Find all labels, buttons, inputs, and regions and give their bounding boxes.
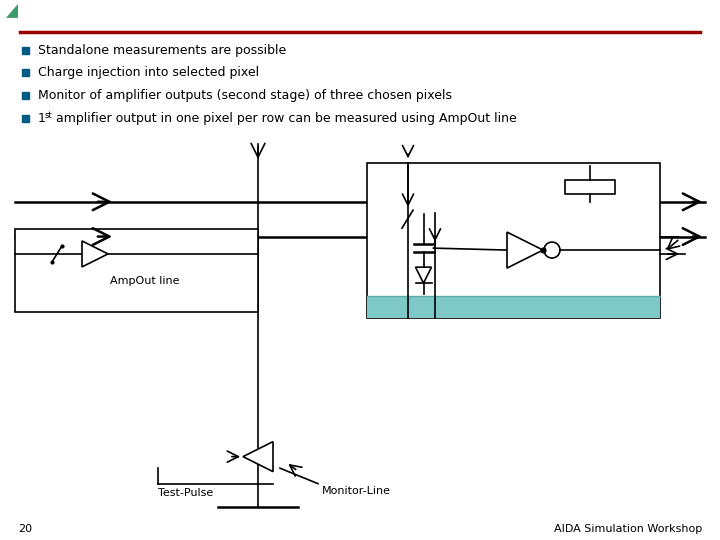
Text: ADL: ADL	[669, 4, 700, 18]
Circle shape	[544, 242, 560, 258]
Text: st: st	[45, 111, 52, 120]
Bar	[367, 163, 660, 318]
Text: 1: 1	[38, 112, 46, 125]
Bar	[15, 228, 258, 312]
Text: amplifier output in one pixel per row can be measured using AmpOut line: amplifier output in one pixel per row ca…	[52, 112, 517, 125]
Polygon shape	[507, 232, 543, 268]
Bar	[22, 92, 29, 99]
Text: KIT: KIT	[20, 4, 45, 18]
Polygon shape	[82, 241, 108, 267]
Polygon shape	[415, 267, 431, 283]
Bar	[22, 69, 29, 76]
Bar	[22, 114, 29, 122]
Text: Charge injection into selected pixel: Charge injection into selected pixel	[38, 66, 259, 79]
Polygon shape	[6, 4, 18, 18]
Text: Analog pixel matrix: Analog pixel matrix	[253, 6, 467, 25]
Text: AmpOut line: AmpOut line	[110, 276, 179, 286]
Text: AIDA Simulation Workshop: AIDA Simulation Workshop	[554, 524, 702, 534]
Text: Monitor of amplifier outputs (second stage) of three chosen pixels: Monitor of amplifier outputs (second sta…	[38, 89, 452, 102]
Bar	[565, 180, 615, 194]
Bar	[22, 46, 29, 53]
Text: Monitor-Line: Monitor-Line	[322, 485, 391, 496]
Bar	[367, 296, 660, 318]
Text: Standalone measurements are possible: Standalone measurements are possible	[38, 44, 287, 57]
Text: Test-Pulse: Test-Pulse	[158, 488, 213, 498]
Text: 20: 20	[18, 524, 32, 534]
Polygon shape	[243, 442, 273, 471]
